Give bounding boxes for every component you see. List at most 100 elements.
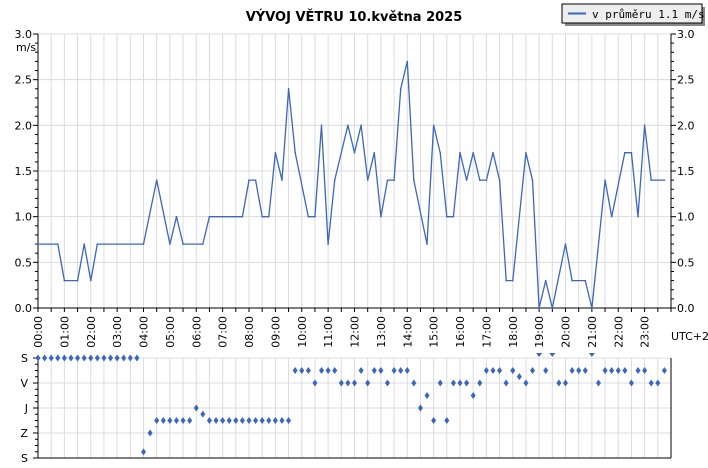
direction-point [516, 373, 522, 381]
calm-marker [536, 353, 543, 357]
wind-speed-point [307, 215, 310, 218]
direction-point [226, 417, 232, 424]
direction-point [68, 354, 74, 362]
direction-point [391, 367, 397, 374]
x-tick-label: 01:00 [58, 316, 71, 348]
wind-speed-point [511, 279, 514, 282]
wind-speed-point [327, 243, 329, 245]
x-tick-label: 15:00 [428, 316, 441, 348]
x-tick-label: 14:00 [401, 316, 414, 348]
direction-point [200, 410, 206, 418]
direction-point [299, 367, 305, 374]
direction-point [661, 367, 667, 374]
direction-point [503, 379, 509, 387]
wind-speed-point [261, 215, 263, 218]
wind-speed-point [538, 307, 540, 309]
direction-point [312, 379, 318, 387]
wind-speed-point [333, 179, 336, 181]
direction-point [154, 417, 160, 424]
direction-point [352, 379, 357, 387]
wind-speed-point [492, 151, 494, 154]
direction-point [477, 379, 483, 387]
direction-point [61, 354, 67, 362]
wind-speed-point [248, 179, 250, 181]
wind-speed-point [571, 279, 573, 282]
direction-point [411, 379, 417, 387]
direction-point [431, 417, 437, 424]
direction-point [530, 367, 536, 374]
wind-speed-point [281, 179, 283, 181]
wind-speed-point [459, 151, 461, 154]
wind-speed-point [426, 243, 428, 245]
direction-point [483, 367, 489, 374]
direction-point [417, 404, 423, 412]
direction-point [444, 417, 450, 424]
wind-speed-point [478, 179, 481, 181]
direction-point [325, 367, 331, 374]
direction-point [319, 367, 325, 374]
wind-speed-point [452, 215, 455, 218]
direction-point [543, 367, 549, 374]
y-tick-label-right: 1.5 [677, 165, 695, 178]
direction-point [35, 354, 41, 362]
y-tick-label-left: 1.0 [15, 211, 33, 224]
direction-point [470, 392, 476, 399]
wind-speed-point [432, 124, 435, 127]
y-tick-label-left: 1.5 [15, 165, 33, 178]
x-tick-label: 23:00 [639, 316, 652, 348]
wind-speed-point [498, 179, 501, 181]
y-tick-label-right: 1.0 [677, 211, 695, 224]
wind-speed-point [551, 307, 554, 309]
direction-point [523, 379, 529, 387]
wind-speed-point [182, 243, 184, 245]
direction-point [378, 367, 384, 374]
y-tick-label-left: 0.5 [15, 256, 33, 269]
direction-point [259, 417, 265, 424]
wind-speed-point [83, 243, 85, 245]
direction-point [497, 367, 503, 374]
direction-point [94, 354, 100, 362]
direction-point [213, 417, 219, 424]
x-tick-label: 06:00 [190, 316, 203, 348]
wind-speed-point [544, 279, 547, 282]
direction-point [365, 379, 371, 387]
direction-point [648, 379, 654, 387]
wind-speed-point [604, 179, 606, 181]
wind-speed-point [76, 279, 79, 282]
direction-point [147, 429, 153, 437]
direction-point [464, 379, 470, 387]
direction-point [576, 367, 582, 374]
direction-point [556, 379, 562, 387]
wind-speed-point [630, 151, 633, 154]
wind-speed-point [643, 124, 646, 127]
x-tick-label: 18:00 [507, 316, 520, 348]
direction-tick-label: J [24, 402, 28, 415]
y-tick-label-right: 0.0 [677, 302, 695, 315]
wind-speed-point [485, 179, 488, 181]
direction-point [220, 417, 226, 424]
wind-speed-point [353, 151, 356, 154]
wind-speed-point [314, 215, 316, 218]
direction-point [88, 354, 94, 362]
wind-speed-point [366, 179, 369, 181]
direction-point [510, 367, 516, 374]
x-tick-label: 08:00 [243, 316, 256, 348]
wind-speed-point [142, 243, 145, 245]
direction-point [358, 367, 364, 374]
wind-speed-point [637, 215, 639, 218]
wind-speed-point [650, 179, 653, 181]
legend: v průměru 1.1 m/s [561, 3, 705, 26]
timezone-label: UTC+2 [671, 330, 708, 343]
wind-speed-point [591, 307, 593, 309]
wind-speed-point [320, 124, 323, 127]
wind-speed-point [406, 60, 409, 63]
direction-point [279, 417, 285, 424]
direction-point [160, 417, 166, 424]
direction-point [490, 367, 496, 374]
direction-point [371, 367, 377, 374]
wind-speed-point [465, 179, 468, 181]
direction-point [345, 379, 351, 387]
wind-speed-point [241, 215, 244, 218]
direction-point [582, 367, 588, 374]
direction-point [42, 354, 48, 362]
